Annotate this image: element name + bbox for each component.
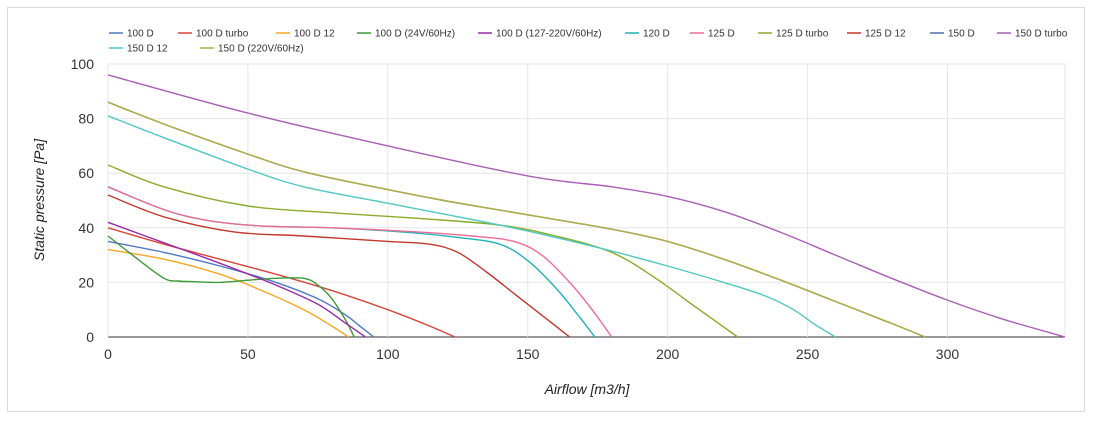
legend-label: 150 D	[948, 29, 975, 40]
series-line	[107, 221, 366, 338]
y-axis-title: Static pressure [Pa]	[31, 138, 47, 261]
y-tick-label: 60	[78, 165, 94, 181]
legend-item[interactable]: 125 D	[690, 29, 735, 40]
x-tick-label: 300	[936, 346, 960, 362]
y-tick-label: 100	[71, 56, 95, 72]
x-axis-title: Airflow [m3/h]	[544, 381, 631, 397]
y-axis-ticks: 0 20 40 60 80 100	[71, 56, 95, 345]
legend-item[interactable]: 150 D turbo	[997, 29, 1068, 40]
legend-label: 100 D (24V/60Hz)	[375, 29, 455, 40]
x-tick-label: 50	[240, 346, 256, 362]
x-tick-label: 100	[376, 346, 400, 362]
legend-label: 125 D	[708, 29, 735, 40]
legend-item[interactable]: 150 D (220V/60Hz)	[200, 44, 304, 55]
x-tick-label: 250	[796, 346, 820, 362]
legend-label: 150 D 12	[127, 44, 168, 55]
x-tick-label: 0	[104, 346, 112, 362]
legend-label: 150 D (220V/60Hz)	[218, 44, 304, 55]
series-lines	[107, 74, 1066, 338]
legend-label: 100 D	[127, 29, 154, 40]
legend-label: 100 D 12	[294, 29, 335, 40]
legend-label: 100 D (127-220V/60Hz)	[496, 29, 602, 40]
series-line	[107, 101, 926, 338]
series-line	[107, 248, 349, 338]
grid-lines	[107, 63, 1066, 338]
legend-label: 150 D turbo	[1015, 29, 1068, 40]
series-line	[107, 101, 926, 338]
legend-item[interactable]: 120 D	[625, 29, 670, 40]
series-line	[107, 186, 596, 338]
series-line	[107, 194, 571, 338]
series-line	[107, 235, 355, 338]
y-tick-label: 40	[78, 220, 94, 236]
legend-item[interactable]: 150 D 12	[109, 44, 168, 55]
x-tick-label: 200	[656, 346, 680, 362]
legend-label: 100 D turbo	[196, 29, 249, 40]
legend-item[interactable]: 150 D	[930, 29, 975, 40]
y-tick-label: 0	[86, 329, 94, 345]
legend-item[interactable]: 100 D (24V/60Hz)	[357, 29, 455, 40]
chart-frame	[7, 7, 1085, 412]
series-line	[107, 227, 456, 338]
legend-item[interactable]: 100 D	[109, 29, 154, 40]
legend-label: 125 D 12	[865, 29, 906, 40]
legend-item[interactable]: 100 D (127-220V/60Hz)	[478, 29, 602, 40]
legend-label: 120 D	[643, 29, 670, 40]
y-tick-label: 80	[78, 111, 94, 127]
legend-item[interactable]: 100 D turbo	[178, 29, 249, 40]
x-axis-ticks: 0 50 100 150 200 250 300	[104, 346, 959, 362]
legend-item[interactable]: 125 D turbo	[758, 29, 829, 40]
series-line	[107, 186, 613, 338]
series-line	[107, 115, 836, 338]
legend-label: 125 D turbo	[776, 29, 829, 40]
series-line	[107, 164, 739, 338]
y-tick-label: 20	[78, 274, 94, 290]
legend-item[interactable]: 100 D 12	[276, 29, 335, 40]
legend-item[interactable]: 125 D 12	[847, 29, 906, 40]
legend: 100 D 100 D turbo 100 D 12 100 D (24V/60Hz)…	[109, 29, 1068, 55]
series-line	[107, 74, 1066, 338]
series-line	[107, 240, 375, 338]
x-tick-label: 150	[516, 346, 540, 362]
